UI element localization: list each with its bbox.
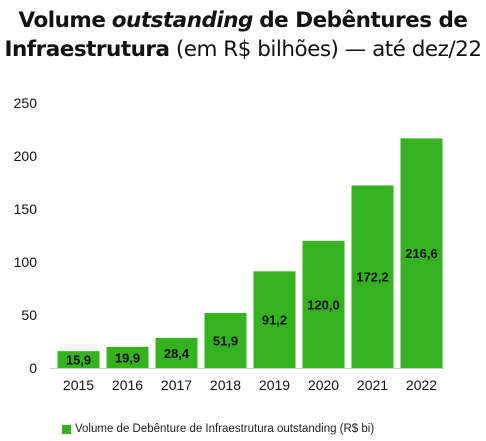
data-label-2015: 15,9 [66,353,91,368]
x-tick-label-2018: 2018 [210,377,241,393]
data-label-2018: 51,9 [213,333,238,348]
legend-swatch [62,424,71,434]
bar-2015 [57,351,100,368]
x-tick-label-2016: 2016 [112,377,143,393]
x-tick-label-2015: 2015 [63,377,94,393]
y-tick-label: 0 [29,360,37,376]
title-subtitle: (em R$ bilhões) — até dez/22 [175,37,482,62]
legend: Volume de Debênture de Infraestrutura ou… [62,421,374,437]
data-label-2016: 19,9 [115,350,140,365]
title-debentures: de Debêntures de [259,8,468,33]
chart-title-line-2: Infraestrutura (em R$ bilhões) — até dez… [0,35,486,64]
title-outstanding: outstanding [111,8,254,33]
bar-2018 [204,312,247,368]
data-label-2020: 120,0 [307,297,340,312]
title-volume: Volume [18,8,106,33]
bar-2022 [400,138,443,368]
chart-title-line-1: Volume outstanding de Debêntures de [0,6,486,35]
bar-2016 [106,346,149,368]
title-infraestrutura: Infraestrutura [4,37,170,62]
y-tick-label: 100 [14,254,38,270]
y-tick-label: 50 [21,307,37,323]
bar-2017 [155,337,198,368]
bar-2019 [253,271,296,368]
chart-title: Volume outstanding de Debêntures de Infr… [0,6,486,64]
x-tick-label-2022: 2022 [406,377,437,393]
y-tick-label: 200 [14,148,38,164]
x-tick-label-2019: 2019 [259,377,290,393]
data-label-2022: 216,6 [405,246,438,261]
x-tick-label-2021: 2021 [357,377,388,393]
legend-label: Volume de Debênture de Infraestrutura ou… [75,423,375,435]
y-tick-label: 250 [14,95,38,111]
bar-2020 [302,240,345,368]
data-label-2021: 172,2 [356,270,389,285]
data-label-2019: 91,2 [262,313,287,328]
data-label-2017: 28,4 [164,346,190,361]
bar-chart: 0 50 100 150 200 250 15,9 2015 19,9 2016 28,4 2017 5… [14,95,444,393]
bar-2021 [351,185,394,368]
x-tick-label-2017: 2017 [161,377,192,393]
y-tick-label: 150 [14,201,38,217]
x-tick-label-2020: 2020 [308,377,339,393]
